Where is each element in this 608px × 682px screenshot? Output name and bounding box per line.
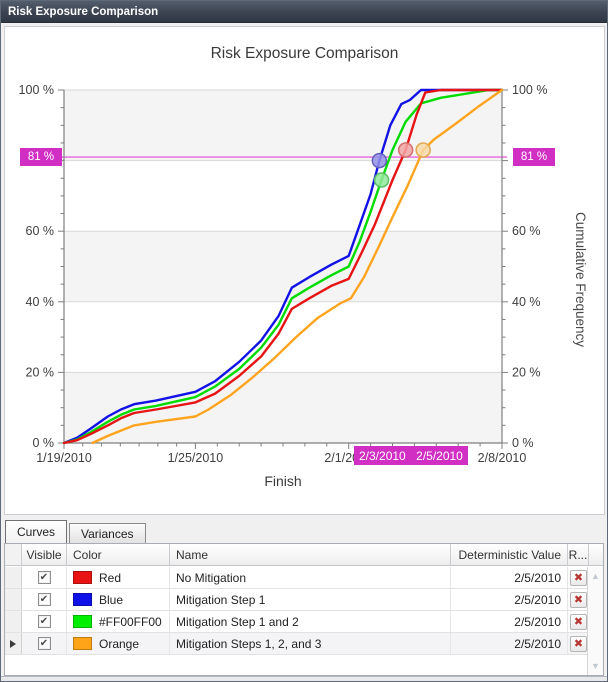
- y-tick-label-right: 20 %: [512, 365, 541, 379]
- checkmark-icon: ✔: [39, 571, 49, 583]
- x-axis-title: Finish: [264, 473, 302, 489]
- chart-panel: 0 % 0 % 20 % 20 % 40 % 40 % 60 % 60 % 100 % 100 %…: [4, 26, 605, 515]
- visible-checkbox[interactable]: ✔: [37, 615, 51, 628]
- y-tick-label: 20 %: [26, 365, 55, 379]
- curve-mitigation-step-1[interactable]: [62, 88, 504, 445]
- checkmark-icon: ✔: [39, 615, 49, 627]
- table-row[interactable]: ✔ Orange Mitigation Steps 1, 2, and 3 2/…: [5, 633, 588, 655]
- plot-band: [64, 90, 502, 161]
- table-scrollbar[interactable]: ▲ ▼: [587, 567, 603, 675]
- row-selector-cell[interactable]: [5, 589, 22, 610]
- color-swatch: [73, 593, 92, 606]
- table-row[interactable]: ✔ #FF00FF00 Mitigation Step 1 and 2 2/5/…: [5, 611, 588, 633]
- row-selector-cell[interactable]: [5, 633, 22, 654]
- threshold-badge-right[interactable]: 81 %: [513, 148, 555, 166]
- color-label: Orange: [99, 636, 140, 651]
- color-cell[interactable]: #FF00FF00: [67, 611, 170, 632]
- color-swatch: [73, 637, 92, 650]
- col-visible[interactable]: Visible: [22, 544, 67, 565]
- col-deterministic-value[interactable]: Deterministic Value: [451, 544, 568, 565]
- row-selector-cell[interactable]: [5, 567, 22, 588]
- date-cursor-label-2[interactable]: 2/5/2010: [410, 446, 468, 465]
- table-row[interactable]: ✔ Blue Mitigation Step 1 2/5/2010 ✖: [5, 589, 588, 611]
- color-label: Blue: [99, 592, 124, 607]
- y-tick-label: 100 %: [19, 83, 54, 97]
- col-name[interactable]: Name: [170, 544, 451, 565]
- plot-band: [64, 372, 502, 443]
- y-axis-title: Cumulative Frequency: [573, 212, 588, 348]
- curve-name-cell[interactable]: Mitigation Step 1: [170, 589, 451, 610]
- risk-chart[interactable]: 0 % 0 % 20 % 20 % 40 % 40 % 60 % 60 % 100 % 100 %…: [5, 27, 606, 515]
- table-header: Visible Color Name Deterministic Value R…: [5, 544, 603, 566]
- color-swatch: [73, 571, 92, 584]
- deterministic-value-cell[interactable]: 2/5/2010: [451, 567, 568, 588]
- deterministic-value-cell[interactable]: 2/5/2010: [451, 589, 568, 610]
- x-tick-label: 2/8/2010: [478, 451, 527, 465]
- color-label: Red: [99, 570, 122, 585]
- date-cursor-label-1[interactable]: 2/3/2010: [354, 446, 411, 465]
- window-titlebar[interactable]: Risk Exposure Comparison: [1, 1, 607, 23]
- col-filler: [589, 544, 603, 565]
- date-cursor-text-1: 2/3/2010: [359, 448, 406, 463]
- x-tick-label: 1/19/2010: [36, 451, 92, 465]
- y-tick-label: 0 %: [32, 436, 54, 450]
- table-body: ✔ Red No Mitigation 2/5/2010 ✖ ✔ Blue Mi…: [5, 567, 588, 655]
- y-tick-label-right: 0 %: [512, 436, 534, 450]
- scroll-down-icon[interactable]: ▼: [591, 661, 600, 671]
- checkmark-icon: ✔: [39, 593, 49, 605]
- deterministic-value-cell[interactable]: 2/5/2010: [451, 633, 568, 654]
- y-tick-label-right: 40 %: [512, 295, 541, 309]
- curve-marker[interactable]: [371, 152, 388, 169]
- chart-title: Risk Exposure Comparison: [210, 45, 399, 62]
- col-remove[interactable]: R...: [568, 544, 589, 565]
- col-color[interactable]: Color: [67, 544, 170, 565]
- curve-marker[interactable]: [373, 172, 390, 188]
- tab-curves[interactable]: Curves: [5, 520, 68, 543]
- checkmark-icon: ✔: [39, 637, 49, 649]
- tab-variances[interactable]: Variances: [69, 523, 146, 543]
- curve-marker[interactable]: [397, 142, 414, 158]
- visible-checkbox[interactable]: ✔: [37, 571, 51, 584]
- remove-curve-button[interactable]: ✖: [570, 635, 587, 652]
- date-cursor-text-2: 2/5/2010: [416, 448, 463, 463]
- visible-checkbox[interactable]: ✔: [37, 637, 51, 650]
- curve-mitigation-step-1-and-2[interactable]: [62, 88, 504, 445]
- window-title: Risk Exposure Comparison: [8, 5, 159, 18]
- scroll-up-icon[interactable]: ▲: [591, 571, 600, 581]
- x-tick-label: 1/25/2010: [168, 451, 224, 465]
- color-label: #FF00FF00: [99, 614, 162, 629]
- color-cell[interactable]: Red: [67, 567, 170, 588]
- table-row[interactable]: ✔ Red No Mitigation 2/5/2010 ✖: [5, 567, 588, 589]
- row-selector-arrow: [10, 639, 16, 648]
- tab-strip: Curves Variances: [4, 519, 606, 543]
- color-cell[interactable]: Blue: [67, 589, 170, 610]
- remove-curve-button[interactable]: ✖: [570, 613, 587, 630]
- row-selector-cell[interactable]: [5, 611, 22, 632]
- y-tick-label-right: 100 %: [512, 83, 547, 97]
- col-row-selector: [5, 544, 22, 565]
- curve-name-cell[interactable]: Mitigation Steps 1, 2, and 3: [170, 633, 451, 654]
- y-tick-label: 60 %: [26, 224, 55, 238]
- y-tick-label: 40 %: [26, 295, 55, 309]
- deterministic-value-cell[interactable]: 2/5/2010: [451, 611, 568, 632]
- color-swatch: [73, 615, 92, 628]
- color-cell[interactable]: Orange: [67, 633, 170, 654]
- remove-curve-button[interactable]: ✖: [570, 591, 587, 608]
- y-tick-label-right: 60 %: [512, 224, 541, 238]
- curve-name-cell[interactable]: No Mitigation: [170, 567, 451, 588]
- threshold-badge-left[interactable]: 81 %: [20, 148, 62, 166]
- curve-name-cell[interactable]: Mitigation Step 1 and 2: [170, 611, 451, 632]
- visible-checkbox[interactable]: ✔: [37, 593, 51, 606]
- curve-marker[interactable]: [415, 142, 431, 158]
- plot-band: [64, 231, 502, 302]
- remove-curve-button[interactable]: ✖: [570, 569, 587, 586]
- window-bottom-border: [1, 676, 607, 681]
- curves-table: Visible Color Name Deterministic Value R…: [4, 543, 604, 676]
